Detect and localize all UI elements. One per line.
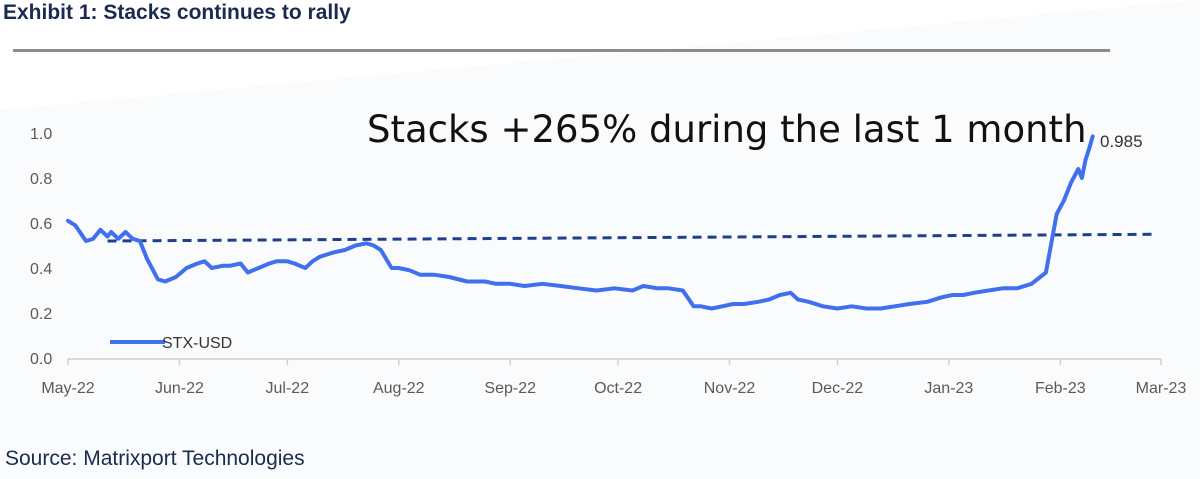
y-tick-label: 0.6 <box>30 216 52 233</box>
x-tick-label: Oct-22 <box>594 380 642 397</box>
title-divider <box>13 49 1110 52</box>
x-tick-label: Aug-22 <box>373 380 425 397</box>
chart-annotation: Stacks +265% during the last 1 month <box>367 108 1087 151</box>
x-tick-label: Feb-23 <box>1035 380 1086 397</box>
legend-label: STX-USD <box>162 335 232 352</box>
y-tick-label: 0.2 <box>30 306 52 323</box>
x-tick-label: Sep-22 <box>484 380 536 397</box>
x-tick-label: Jun-22 <box>155 380 204 397</box>
exhibit-title: Exhibit 1: Stacks continues to rally <box>3 1 351 24</box>
x-tick-label: Dec-22 <box>812 380 864 397</box>
end-value-label: 0.985 <box>1100 132 1143 151</box>
reference-dashed-line <box>107 232 1158 243</box>
x-tick-label: Jul-22 <box>266 380 310 397</box>
y-tick-label: 0.8 <box>30 171 52 188</box>
y-tick-label: 0.0 <box>30 351 52 368</box>
series-line-stx-usd <box>66 134 1095 311</box>
x-tick-label: Mar-23 <box>1136 380 1187 397</box>
x-tick-label: Nov-22 <box>704 380 756 397</box>
y-tick-label: 1.0 <box>30 126 52 143</box>
y-tick-label: 0.4 <box>30 261 52 278</box>
x-tick-label: May-22 <box>41 380 94 397</box>
source-note: Source: Matrixport Technologies <box>5 447 305 470</box>
x-tick-label: Jan-23 <box>924 380 973 397</box>
